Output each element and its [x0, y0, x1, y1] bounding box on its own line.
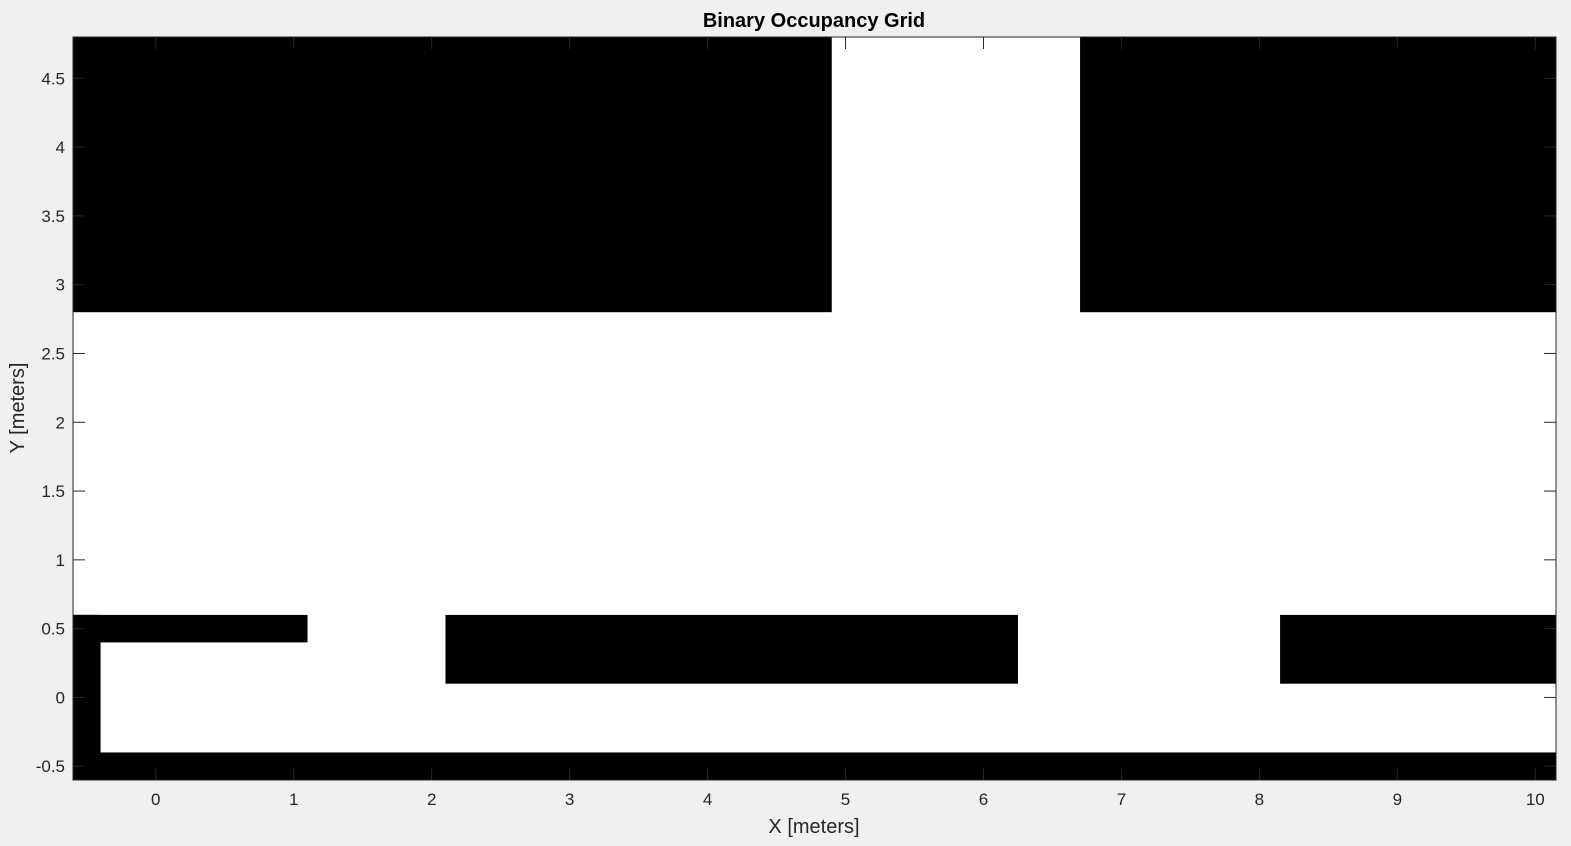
chart-title: Binary Occupancy Grid	[703, 10, 925, 32]
x-tick-label: 0	[151, 790, 160, 809]
x-tick-label: 2	[427, 790, 436, 809]
y-tick-label: 1	[56, 551, 65, 570]
y-tick-label: 2	[56, 413, 65, 432]
y-tick-label: 1.5	[41, 482, 65, 501]
occupied-region-5	[73, 752, 1556, 780]
x-tick-label: 1	[289, 790, 298, 809]
x-tick-label: 7	[1117, 790, 1126, 809]
occupied-region-3	[73, 614, 308, 643]
y-tick-label: 3	[56, 276, 65, 295]
y-tick-label: 0	[56, 688, 65, 707]
y-tick-label: 0.5	[41, 620, 65, 639]
axes-box	[72, 36, 1557, 781]
axis-ticks: 0 1 2 3 4 5 6 7 8 9 10 -0.5 0 0.5 1 1.5 2 2.5 3 3.5 4 4.5	[36, 37, 1556, 809]
y-tick-label: 3.5	[41, 207, 65, 226]
x-tick-label: 5	[841, 790, 850, 809]
y-axis-label: Y [meters]	[7, 363, 29, 454]
y-tick-label: -0.5	[36, 757, 65, 776]
x-tick-label: 3	[565, 790, 574, 809]
x-axis-label: X [meters]	[768, 816, 859, 838]
x-tick-label: 10	[1526, 790, 1545, 809]
x-tick-label: 9	[1393, 790, 1402, 809]
y-tick-label: 4.5	[41, 69, 65, 88]
occupied-region-6	[445, 614, 1018, 684]
y-tick-label: 2.5	[41, 344, 65, 363]
occupied-region-1	[73, 37, 832, 313]
occupied-region-7	[1280, 614, 1556, 684]
y-tick-label: 4	[56, 138, 65, 157]
occupied-region-2	[1080, 37, 1556, 313]
x-tick-label: 4	[703, 790, 712, 809]
x-tick-label: 6	[979, 790, 988, 809]
x-tick-label: 8	[1255, 790, 1264, 809]
